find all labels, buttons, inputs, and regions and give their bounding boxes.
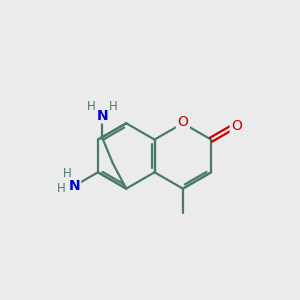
Text: O: O	[177, 115, 188, 129]
Text: H: H	[87, 100, 95, 113]
Text: N: N	[69, 179, 80, 193]
Text: H: H	[63, 167, 72, 180]
Text: O: O	[231, 119, 242, 133]
Text: H: H	[57, 182, 66, 195]
Text: H: H	[110, 100, 118, 113]
Text: N: N	[97, 109, 108, 123]
